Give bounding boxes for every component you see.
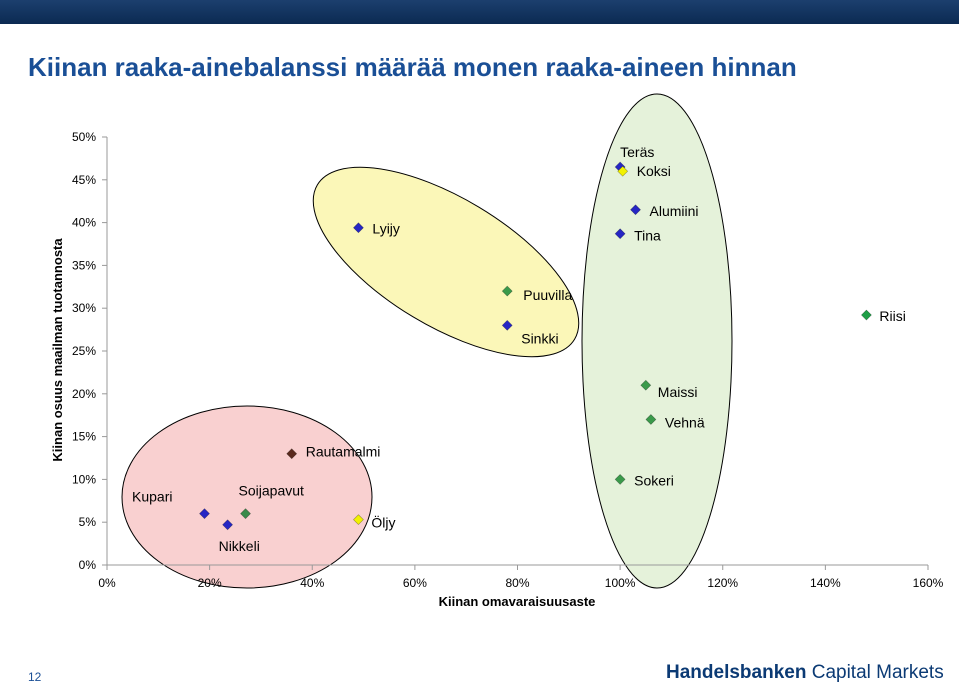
point-kupari [199,508,210,520]
brand-suffix: Capital Markets [806,662,944,683]
y-tick-label: 15% [72,430,96,444]
x-tick-label: 40% [300,576,324,590]
point-label-sokeri: Sokeri [634,472,674,488]
y-tick-label: 35% [72,258,96,272]
y-tick-label: 5% [79,515,97,529]
group-ellipse-green [581,93,733,589]
point-label-vehna: Vehnä [665,414,705,430]
point-label-puuvilla: Puuvilla [523,287,572,303]
point-label-soijapavut: Soijapavut [239,483,304,499]
point-label-teras: Teräs [620,144,654,160]
brand-logo: Handelsbanken Capital Markets [666,662,944,684]
x-tick-label: 100% [605,576,636,590]
point-label-koksi: Koksi [637,163,671,179]
point-sokeri [614,473,626,485]
brand-name: Handelsbanken [666,662,807,683]
y-tick-label: 0% [79,558,97,572]
point-maissi [640,379,652,391]
point-koksi [617,165,629,177]
point-label-kupari: Kupari [132,489,172,505]
x-tick-label: 120% [707,576,738,590]
y-tick-label: 20% [72,387,96,401]
point-lyijy [353,222,364,234]
x-tick-label: 0% [98,576,116,590]
point-label-rautamalmi: Rautamalmi [306,444,381,460]
point-label-maissi: Maissi [658,384,698,400]
point-label-oljy: Öljy [371,514,395,531]
slide-title: Kiinan raaka-ainebalanssi määrää monen r… [28,52,797,82]
point-sinkki [501,319,513,331]
y-tick-label: 45% [72,173,96,187]
point-vehna [645,414,657,425]
point-oljy [353,514,364,526]
x-tick-label: 20% [198,576,222,590]
point-label-tina: Tina [634,228,661,244]
point-label-riisi: Riisi [879,308,905,324]
y-tick-label: 30% [72,301,96,315]
y-tick-label: 40% [72,216,96,230]
point-soijapavut [240,508,251,520]
y-axis-label: Kiinan osuus maailman tuotannosta [50,238,65,462]
point-tina [614,228,626,240]
point-label-lyijy: Lyijy [372,221,400,237]
group-ellipse-yellow [312,166,580,358]
point-nikkeli [222,519,234,531]
point-rautamalmi [286,448,298,460]
group-ellipse-red [121,405,373,589]
x-tick-label: 140% [810,576,841,590]
point-label-nikkeli: Nikkeli [219,538,260,554]
x-tick-label: 60% [403,576,427,590]
x-tick-label: 80% [505,576,529,590]
x-tick-label: 160% [913,576,944,590]
point-alumiini [630,204,641,216]
point-label-sinkki: Sinkki [521,330,558,346]
y-tick-label: 50% [72,130,96,144]
slide-number: 12 [28,670,42,684]
point-label-alumiini: Alumiini [650,203,699,219]
y-tick-label: 10% [72,472,96,486]
y-tick-label: 25% [72,344,96,358]
point-riisi [861,309,872,321]
x-axis-label: Kiinan omavaraisuusaste [439,594,596,609]
point-puuvilla [501,285,513,297]
top-bar [0,0,959,24]
